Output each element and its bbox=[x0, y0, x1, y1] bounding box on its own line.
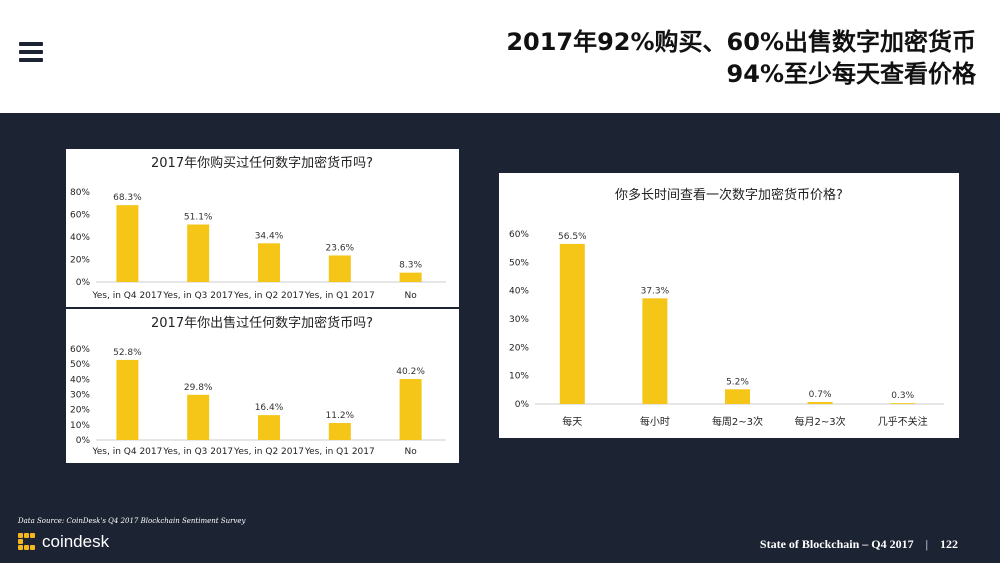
title-line-1: 2017年92%购买、60%出售数字加密货币 bbox=[506, 28, 976, 56]
bar bbox=[258, 243, 280, 282]
x-tick-label: 每小时 bbox=[640, 415, 670, 428]
bar-value-label: 34.4% bbox=[255, 231, 284, 241]
y-tick-label: 30% bbox=[70, 391, 90, 401]
bar-value-label: 29.8% bbox=[184, 383, 213, 393]
y-tick-label: 40% bbox=[70, 375, 90, 385]
bar bbox=[328, 255, 351, 282]
y-tick-label: 50% bbox=[70, 360, 90, 370]
chart-title: 2017年你出售过任何数字加密货币吗? bbox=[151, 315, 373, 331]
bar bbox=[559, 243, 585, 404]
bar-value-label: 5.2% bbox=[726, 377, 749, 387]
chart-check-price: 你多长时间查看一次数字加密货币价格? 0% 10% 20% 30% 40% 50% 60% 56… bbox=[509, 187, 944, 428]
x-tick-label: 每周2~3次 bbox=[712, 415, 763, 428]
bar bbox=[116, 359, 139, 440]
chart-panel-sell: 2017年你出售过任何数字加密货币吗? 0% 10% 20% 30% 40% 50% 60% 5… bbox=[66, 309, 459, 463]
x-tick-label: Yes, in Q3 2017 bbox=[162, 447, 233, 457]
bar bbox=[328, 423, 351, 440]
x-tick-label: Yes, in Q1 2017 bbox=[304, 447, 375, 457]
chart-panel-check: 你多长时间查看一次数字加密货币价格? 0% 10% 20% 30% 40% 50% 60% 56… bbox=[499, 173, 959, 438]
bar bbox=[399, 272, 422, 282]
bar-value-label: 51.1% bbox=[184, 213, 213, 223]
x-tick-label: Yes, in Q1 2017 bbox=[304, 291, 375, 301]
bar-value-label: 8.3% bbox=[399, 261, 422, 271]
bar bbox=[725, 389, 750, 404]
bar-value-label: 40.2% bbox=[396, 367, 425, 377]
x-tick-label: No bbox=[404, 291, 417, 301]
y-tick-label: 20% bbox=[70, 406, 90, 416]
y-tick-label: 80% bbox=[70, 188, 90, 198]
x-tick-label: 几乎不关注 bbox=[878, 415, 928, 428]
bar-value-label: 11.2% bbox=[326, 411, 355, 421]
bar-value-label: 0.3% bbox=[891, 391, 914, 401]
y-tick-label: 60% bbox=[509, 230, 529, 240]
y-tick-label: 10% bbox=[509, 372, 529, 382]
data-source: Data Source: CoinDesk's Q4 2017 Blockcha… bbox=[18, 517, 246, 525]
bar bbox=[399, 379, 422, 440]
y-tick-label: 10% bbox=[70, 421, 90, 431]
report-title: State of Blockchain – Q4 2017 bbox=[759, 537, 914, 551]
menu-icon[interactable] bbox=[19, 42, 43, 64]
y-tick-label: 0% bbox=[515, 400, 530, 410]
y-tick-label: 50% bbox=[509, 258, 529, 268]
title-line-2: 94%至少每天查看价格 bbox=[726, 60, 976, 88]
brand-name: coindesk bbox=[42, 532, 110, 551]
y-tick-label: 20% bbox=[509, 343, 529, 353]
bar bbox=[187, 394, 210, 440]
bar bbox=[890, 403, 916, 404]
chart-buy: 2017年你购买过任何数字加密货币吗? 0% 20% 40% 60% 80% 68.3% Ye… bbox=[70, 155, 446, 301]
page-number: 122 bbox=[940, 537, 958, 551]
chart-panel-buy: 2017年你购买过任何数字加密货币吗? 0% 20% 40% 60% 80% 68.3% Ye… bbox=[66, 149, 459, 307]
bar-value-label: 52.8% bbox=[113, 348, 142, 358]
bar bbox=[116, 205, 139, 282]
y-tick-label: 0% bbox=[76, 278, 91, 288]
x-tick-label: 每月2~3次 bbox=[795, 415, 846, 428]
x-tick-label: Yes, in Q4 2017 bbox=[91, 447, 162, 457]
x-tick-label: No bbox=[404, 447, 417, 457]
x-tick-label: Yes, in Q3 2017 bbox=[162, 291, 233, 301]
bar-value-label: 16.4% bbox=[255, 403, 284, 413]
y-tick-label: 60% bbox=[70, 211, 90, 221]
bar-value-label: 0.7% bbox=[809, 390, 832, 400]
footer-separator: | bbox=[925, 537, 928, 551]
y-tick-label: 60% bbox=[70, 345, 90, 355]
chart-title: 2017年你购买过任何数字加密货币吗? bbox=[151, 155, 373, 171]
page-title: 2017年92%购买、60%出售数字加密货币 94%至少每天查看价格 bbox=[506, 26, 976, 90]
chart-sell: 2017年你出售过任何数字加密货币吗? 0% 10% 20% 30% 40% 50% 60% 5… bbox=[70, 315, 446, 457]
bar-value-label: 68.3% bbox=[113, 193, 142, 203]
x-tick-label: 每天 bbox=[562, 415, 582, 428]
y-tick-label: 40% bbox=[509, 287, 529, 297]
x-tick-label: Yes, in Q4 2017 bbox=[91, 291, 162, 301]
x-tick-label: Yes, in Q2 2017 bbox=[233, 447, 304, 457]
bar bbox=[187, 224, 210, 282]
y-tick-label: 30% bbox=[509, 315, 529, 325]
bar bbox=[642, 298, 668, 404]
bar-value-label: 56.5% bbox=[558, 232, 587, 242]
x-tick-label: Yes, in Q2 2017 bbox=[233, 291, 304, 301]
y-tick-label: 0% bbox=[76, 436, 91, 446]
bar-value-label: 37.3% bbox=[641, 286, 670, 296]
footer: State of Blockchain – Q4 2017 | 122 bbox=[760, 537, 958, 552]
chart-title: 你多长时间查看一次数字加密货币价格? bbox=[615, 187, 843, 203]
y-tick-label: 40% bbox=[70, 233, 90, 243]
header: 2017年92%购买、60%出售数字加密货币 94%至少每天查看价格 bbox=[0, 0, 1000, 113]
y-tick-label: 20% bbox=[70, 256, 90, 266]
coindesk-logo: coindesk bbox=[18, 532, 109, 552]
bar bbox=[807, 402, 833, 404]
coindesk-logo-icon bbox=[18, 533, 36, 551]
bar bbox=[258, 415, 280, 440]
bar-value-label: 23.6% bbox=[326, 243, 355, 253]
